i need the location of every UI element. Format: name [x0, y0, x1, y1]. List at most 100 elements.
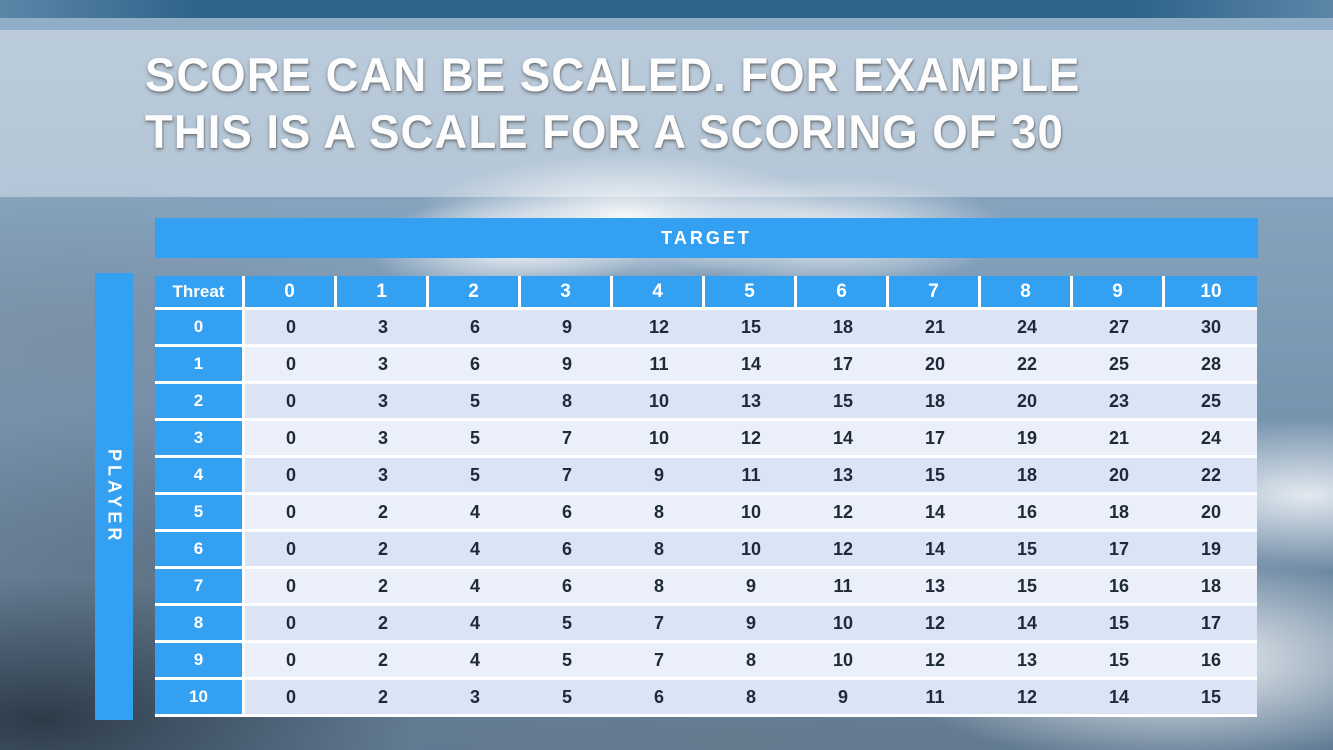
- row-header-1: 1: [155, 347, 245, 384]
- score-cell-6-3: 6: [521, 532, 613, 569]
- score-cell-9-8: 13: [981, 643, 1073, 680]
- score-cell-1-2: 6: [429, 347, 521, 384]
- column-header-6: 6: [797, 276, 889, 310]
- score-cell-1-0: 0: [245, 347, 337, 384]
- score-cell-6-2: 4: [429, 532, 521, 569]
- score-cell-3-5: 12: [705, 421, 797, 458]
- score-cell-7-4: 8: [613, 569, 705, 606]
- table-row-6: 6 0 2 4 6 8 10 12 14 15 17 19: [155, 532, 1257, 569]
- score-cell-0-7: 21: [889, 310, 981, 347]
- score-cell-3-9: 21: [1073, 421, 1165, 458]
- row-header-7: 7: [155, 569, 245, 606]
- score-cell-1-5: 14: [705, 347, 797, 384]
- row-header-3: 3: [155, 421, 245, 458]
- score-cell-4-5: 11: [705, 458, 797, 495]
- score-cell-6-1: 2: [337, 532, 429, 569]
- score-cell-3-7: 17: [889, 421, 981, 458]
- score-cell-7-5: 9: [705, 569, 797, 606]
- row-header-4: 4: [155, 458, 245, 495]
- score-cell-9-2: 4: [429, 643, 521, 680]
- column-header-5: 5: [705, 276, 797, 310]
- score-cell-4-1: 3: [337, 458, 429, 495]
- table-row-7: 7 0 2 4 6 8 9 11 13 15 16 18: [155, 569, 1257, 606]
- score-cell-8-10: 17: [1165, 606, 1257, 643]
- score-cell-5-6: 12: [797, 495, 889, 532]
- score-cell-2-8: 20: [981, 384, 1073, 421]
- score-cell-10-9: 14: [1073, 680, 1165, 717]
- column-header-0: 0: [245, 276, 337, 310]
- score-cell-7-3: 6: [521, 569, 613, 606]
- score-cell-1-4: 11: [613, 347, 705, 384]
- score-cell-5-8: 16: [981, 495, 1073, 532]
- score-cell-2-5: 13: [705, 384, 797, 421]
- top-accent-strip: [0, 0, 1333, 18]
- score-cell-0-0: 0: [245, 310, 337, 347]
- score-cell-0-10: 30: [1165, 310, 1257, 347]
- score-cell-4-3: 7: [521, 458, 613, 495]
- score-cell-10-4: 6: [613, 680, 705, 717]
- score-cell-9-3: 5: [521, 643, 613, 680]
- title-band: SCORE CAN BE SCALED. FOR EXAMPLE THIS IS…: [0, 30, 1333, 197]
- score-cell-9-10: 16: [1165, 643, 1257, 680]
- score-cell-10-8: 12: [981, 680, 1073, 717]
- score-cell-6-8: 15: [981, 532, 1073, 569]
- column-header-2: 2: [429, 276, 521, 310]
- score-cell-4-9: 20: [1073, 458, 1165, 495]
- score-cell-2-1: 3: [337, 384, 429, 421]
- row-header-5: 5: [155, 495, 245, 532]
- score-cell-3-8: 19: [981, 421, 1073, 458]
- table-row-5: 5 0 2 4 6 8 10 12 14 16 18 20: [155, 495, 1257, 532]
- score-cell-5-1: 2: [337, 495, 429, 532]
- score-cell-4-2: 5: [429, 458, 521, 495]
- target-header-bar: TARGET: [155, 218, 1258, 258]
- score-cell-9-0: 0: [245, 643, 337, 680]
- score-cell-5-4: 8: [613, 495, 705, 532]
- score-cell-2-9: 23: [1073, 384, 1165, 421]
- score-cell-3-0: 0: [245, 421, 337, 458]
- score-cell-5-0: 0: [245, 495, 337, 532]
- score-cell-2-6: 15: [797, 384, 889, 421]
- score-cell-1-9: 25: [1073, 347, 1165, 384]
- table-row-0: 0 0 3 6 9 12 15 18 21 24 27 30: [155, 310, 1257, 347]
- score-cell-6-7: 14: [889, 532, 981, 569]
- player-header-bar: PLAYER: [95, 273, 133, 720]
- row-header-6: 6: [155, 532, 245, 569]
- score-cell-9-1: 2: [337, 643, 429, 680]
- table-row-10: 10 0 2 3 5 6 8 9 11 12 14 15: [155, 680, 1257, 717]
- corner-threat-label: Threat: [155, 276, 245, 310]
- table-row-3: 3 0 3 5 7 10 12 14 17 19 21 24: [155, 421, 1257, 458]
- score-cell-8-0: 0: [245, 606, 337, 643]
- score-cell-0-1: 3: [337, 310, 429, 347]
- score-cell-8-2: 4: [429, 606, 521, 643]
- score-cell-4-6: 13: [797, 458, 889, 495]
- score-cell-10-2: 3: [429, 680, 521, 717]
- score-cell-2-0: 0: [245, 384, 337, 421]
- score-cell-9-6: 10: [797, 643, 889, 680]
- table-row-8: 8 0 2 4 5 7 9 10 12 14 15 17: [155, 606, 1257, 643]
- row-header-9: 9: [155, 643, 245, 680]
- score-cell-3-1: 3: [337, 421, 429, 458]
- score-cell-10-1: 2: [337, 680, 429, 717]
- score-cell-5-5: 10: [705, 495, 797, 532]
- score-cell-8-9: 15: [1073, 606, 1165, 643]
- score-cell-6-9: 17: [1073, 532, 1165, 569]
- score-cell-0-5: 15: [705, 310, 797, 347]
- score-cell-6-6: 12: [797, 532, 889, 569]
- header-row: Threat 0 1 2 3 4 5 6 7 8 9 10: [155, 276, 1257, 310]
- player-label: PLAYER: [104, 448, 125, 545]
- row-header-0: 0: [155, 310, 245, 347]
- score-cell-4-4: 9: [613, 458, 705, 495]
- table-row-2: 2 0 3 5 8 10 13 15 18 20 23 25: [155, 384, 1257, 421]
- score-cell-8-1: 2: [337, 606, 429, 643]
- score-cell-0-4: 12: [613, 310, 705, 347]
- score-cell-0-9: 27: [1073, 310, 1165, 347]
- score-cell-3-6: 14: [797, 421, 889, 458]
- score-cell-5-2: 4: [429, 495, 521, 532]
- score-cell-0-6: 18: [797, 310, 889, 347]
- score-cell-2-7: 18: [889, 384, 981, 421]
- score-cell-0-8: 24: [981, 310, 1073, 347]
- score-cell-2-10: 25: [1165, 384, 1257, 421]
- row-header-10: 10: [155, 680, 245, 717]
- score-cell-8-3: 5: [521, 606, 613, 643]
